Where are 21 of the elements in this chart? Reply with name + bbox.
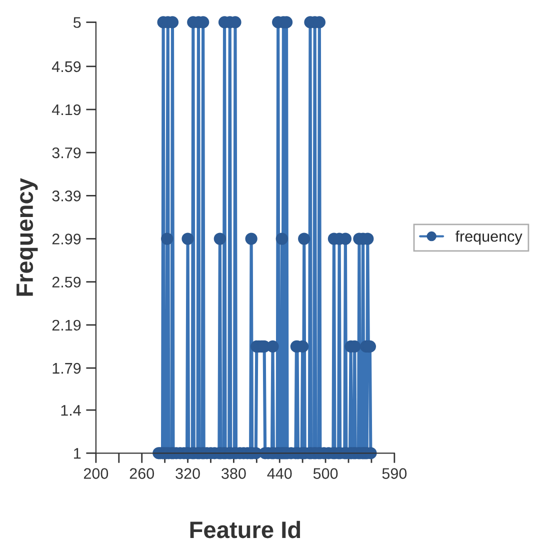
y-tick-label: 2.99 bbox=[52, 234, 81, 244]
y-tick-label: 4.19 bbox=[52, 104, 81, 116]
x-tick-label: 260 bbox=[130, 468, 154, 479]
x-tick-label: 440 bbox=[267, 468, 292, 479]
y-tick-label: 1.79 bbox=[52, 362, 81, 374]
x-tick-label: 500 bbox=[313, 468, 338, 479]
y-tick-label: 2.19 bbox=[52, 320, 81, 331]
x-tick-label: 380 bbox=[222, 468, 246, 479]
y-tick-label: 1 bbox=[74, 448, 81, 459]
y-tick-label: 3.39 bbox=[52, 190, 81, 202]
x-tick-label: 200 bbox=[84, 468, 108, 479]
x-axis-title: Feature Id bbox=[190, 520, 300, 538]
y-tick-label: 4.59 bbox=[52, 61, 81, 72]
y-tick-label: 2.59 bbox=[52, 276, 81, 288]
x-tick-label: 590 bbox=[382, 468, 407, 479]
x-tick-label: 320 bbox=[176, 468, 200, 479]
legend-label: frequency bbox=[455, 230, 522, 245]
y-tick-label: 3.79 bbox=[52, 147, 81, 158]
y-tick-label: 5 bbox=[73, 17, 81, 28]
y-tick-label: 1.4 bbox=[61, 405, 81, 416]
y-axis-title: Frequency bbox=[16, 178, 38, 296]
